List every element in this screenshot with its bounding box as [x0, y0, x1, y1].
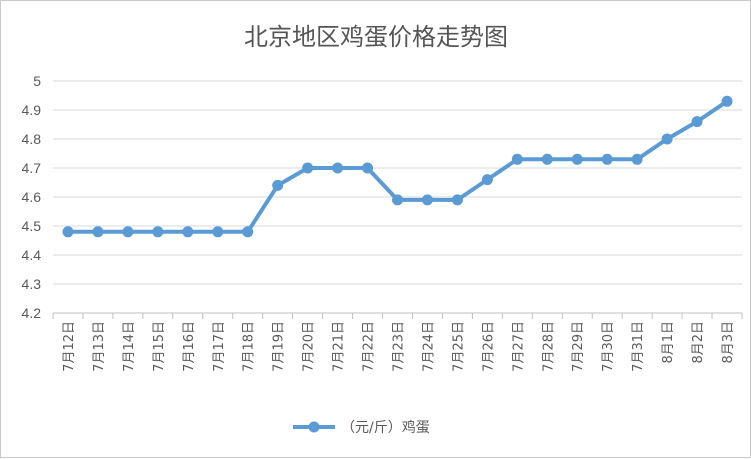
x-tick-label: 8月1日 [661, 321, 676, 364]
data-point [122, 226, 134, 238]
data-point [661, 133, 673, 145]
y-tick-label: 4.4 [22, 247, 42, 263]
series-layer [62, 95, 733, 238]
x-tick-label: 7月18日 [242, 321, 257, 372]
series-line [67, 99, 729, 234]
legend-label: （元/斤）鸡蛋 [341, 419, 430, 436]
x-tick-label: 7月26日 [481, 321, 496, 372]
y-tick-label: 4.3 [22, 276, 42, 292]
data-point [182, 226, 194, 238]
x-axis-ticks: 7月12日 7月13日 7月14日 7月15日 7月16日 7月17日 7月18日 7月19日… [52, 313, 743, 372]
x-tick-label: 8月3日 [721, 321, 736, 364]
x-tick-label: 7月27日 [511, 321, 526, 372]
data-point [571, 153, 583, 165]
data-point [272, 179, 284, 191]
x-tick-label: 7月16日 [182, 321, 197, 372]
x-tick-label: 7月30日 [601, 321, 616, 372]
y-tick-label: 4.8 [22, 131, 42, 147]
data-point [631, 153, 643, 165]
data-point [601, 153, 613, 165]
data-point [92, 226, 104, 238]
chart-title: 北京地区鸡蛋价格走势图 [244, 23, 508, 51]
x-tick-label: 7月23日 [392, 321, 407, 372]
x-tick-label: 8月2日 [691, 321, 706, 364]
x-tick-label: 7月12日 [62, 321, 77, 372]
legend: （元/斤）鸡蛋 [293, 419, 430, 436]
x-tick-label: 7月21日 [332, 321, 347, 372]
x-tick-label: 7月19日 [272, 321, 287, 372]
x-tick-label: 7月22日 [362, 321, 377, 372]
x-tick-label: 7月15日 [152, 321, 167, 372]
y-tick-label: 4.9 [22, 102, 42, 118]
y-tick-label: 5 [33, 73, 41, 89]
x-tick-label: 7月29日 [571, 321, 586, 372]
data-point [242, 226, 254, 238]
data-point [691, 116, 703, 128]
y-tick-label: 4.7 [22, 160, 42, 176]
data-point [332, 162, 344, 174]
y-tick-label: 4.6 [22, 189, 42, 205]
data-point [481, 174, 493, 186]
x-tick-label: 7月13日 [92, 321, 107, 372]
data-point [721, 95, 733, 107]
x-tick-label: 7月28日 [541, 321, 556, 372]
data-point [392, 194, 403, 206]
y-tick-label: 4.5 [22, 218, 42, 234]
x-tick-label: 7月17日 [212, 321, 227, 372]
x-tick-label: 7月24日 [421, 321, 436, 372]
x-tick-label: 7月25日 [451, 321, 466, 372]
data-point [451, 194, 463, 206]
y-tick-label: 4.2 [22, 305, 42, 321]
x-tick-label: 7月14日 [122, 321, 137, 372]
data-point [302, 162, 314, 174]
data-point [511, 153, 523, 165]
data-point [421, 194, 433, 206]
legend-point-marker [308, 421, 320, 433]
data-point [62, 226, 74, 238]
x-tick-label: 7月20日 [302, 321, 317, 372]
data-point [541, 153, 553, 165]
data-point [212, 226, 224, 238]
data-point [152, 226, 164, 238]
y-axis-ticks: 4.2 4.3 4.4 4.5 4.6 4.7 4.8 4.9 5 [22, 73, 42, 321]
data-point [362, 162, 374, 174]
x-tick-label: 7月31日 [631, 321, 646, 372]
